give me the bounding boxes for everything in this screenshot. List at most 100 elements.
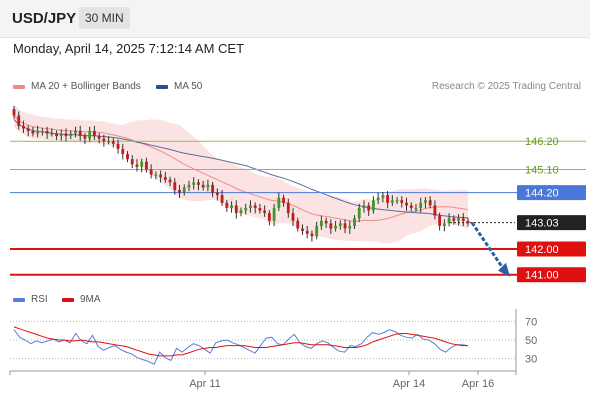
candle-body [78,130,82,137]
candle-body [386,195,390,203]
candle-body [334,225,338,229]
candle-body [59,133,63,137]
candle-body [253,205,257,208]
candle-body [263,210,267,214]
candle-body [192,182,196,185]
candle-body [154,174,158,176]
rsi-swatch [13,297,25,302]
candle-body [329,223,333,229]
research-credit: Research © 2025 Trading Central [431,81,581,92]
level-badge-142-00 [517,241,586,257]
candle-body [338,223,342,226]
candle-body [301,228,304,232]
candle-body [107,141,111,143]
candle-body [267,213,271,221]
candle-body [149,169,153,175]
candle-body [348,225,352,229]
candle-body [144,161,148,170]
level-label-146-20: 146.20 [525,136,559,148]
legend-rsi: RSI [13,294,48,305]
candle-body [36,130,40,134]
candle-body [126,154,129,160]
candle-body [17,115,21,126]
candle-body [215,192,219,196]
projection-arrow-shaft [470,221,506,271]
level-label-144-20: 144.20 [525,188,559,200]
candle-body [457,218,460,221]
legend-ma20-label: MA 20 + Bollinger Bands [31,81,141,92]
level-badge-141-00 [517,267,586,283]
candle-body [234,205,238,214]
rsi-tick-label: 30 [525,354,537,366]
timeframe-button[interactable]: 30 MIN [79,7,130,29]
rsi-ma-swatch [62,297,74,302]
x-tick-label: Apr 16 [462,378,494,390]
candle-body [400,200,404,203]
symbol-label: USD/JPY [12,10,77,27]
candle-body [22,125,25,129]
legend-rsi-ma: 9MA [62,294,101,305]
level-label-142-00: 142.00 [525,244,559,256]
bollinger-band [14,104,468,244]
candle-body [97,136,101,139]
candle-body [173,182,177,190]
candle-body [31,130,35,134]
candle-body [272,207,276,221]
candle-body [258,207,262,211]
candle-body [130,159,134,165]
candle-body [438,215,442,226]
candle-body [26,128,30,131]
candle-body [230,205,233,208]
candle-body [249,205,252,208]
candle-body [324,220,328,224]
candle-body [92,130,96,137]
candle-body [178,190,181,193]
candle-body [12,109,16,116]
title-bar: USD/JPY 30 MIN [0,0,590,38]
candle-body [353,218,356,226]
candle-body [116,143,120,149]
candle-body [121,148,125,155]
legend-ma20: MA 20 + Bollinger Bands [13,81,141,92]
level-badge-144-20 [517,185,586,201]
candle-body [135,164,139,167]
ma20-swatch [13,84,25,89]
candle-body [414,207,418,210]
candle-body [291,213,295,221]
rsi-tick-label: 50 [525,335,537,347]
candle-body [419,202,423,208]
candle-body [239,210,243,214]
candle-body [140,161,144,167]
candle-body [50,133,54,135]
candle-body [447,218,451,224]
candle-body [83,136,87,139]
candle-body [315,225,319,237]
candle-body [343,223,347,229]
candle-body [376,197,380,201]
candle-body [405,202,408,206]
candle-body [286,202,290,214]
candle-body [362,205,366,208]
chart-datetime: Monday, April 14, 2025 7:12:14 AM CET [13,41,245,56]
candle-body [381,195,385,198]
candle-body [40,130,44,133]
candle-body [88,130,92,139]
candle-body [201,184,205,188]
candle-body [367,205,371,211]
legend-rsi-label: RSI [31,294,48,305]
candle-body [225,202,229,208]
candle-body [220,195,224,203]
candle-body [244,207,248,211]
candle-body [64,133,68,137]
candle-body [74,130,77,134]
rsi-9ma-line [13,326,468,357]
level-label-143-03: 143.03 [525,218,559,230]
projection-arrow-head [498,262,510,277]
candle-body [305,231,309,234]
legend-ma50-label: MA 50 [174,81,203,92]
candle-body [163,177,167,180]
candle-body [428,200,432,206]
rsi-tick-label: 70 [525,316,537,328]
candle-body [442,223,446,226]
